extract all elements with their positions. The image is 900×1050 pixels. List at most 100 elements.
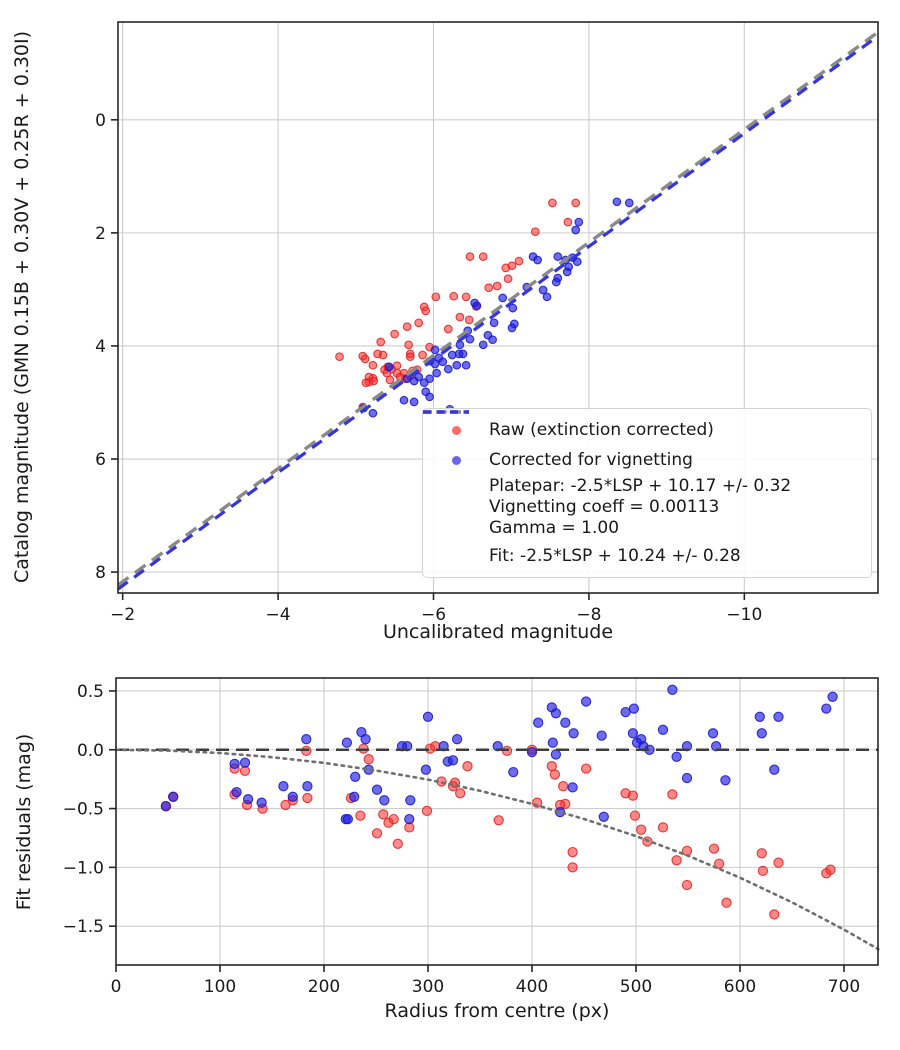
y-tick-label: 6 [95,450,106,470]
x-tick-label: 300 [412,977,444,997]
scatter-point [447,350,457,360]
scatter-point [667,684,678,695]
scatter-point [242,794,254,805]
legend-label-fit: Fit: -2.5*LSP + 10.24 +/- 0.28 [489,545,741,566]
scatter-point [596,730,607,741]
scatter-point [526,746,538,758]
scatter-point [465,252,475,261]
scatter-point [368,360,378,370]
scatter-point [538,285,548,295]
scatter-point [350,771,361,782]
x-tick-label: −6 [421,605,446,625]
scatter-point [681,772,693,784]
scatter-point [420,764,432,775]
raw-points [335,198,581,412]
scatter-point [421,805,433,817]
scatter-point [769,764,780,775]
scatter-point [498,293,508,303]
fit-residuals-ylabel: Fit residuals (mag) [13,734,35,911]
y-tick-label: 0.0 [77,741,104,761]
scatter-point [451,734,463,745]
scatter-point [558,781,569,792]
scatter-point [598,811,609,822]
magnitude-calibration-spines [117,21,879,594]
scatter-point [503,274,513,284]
scatter-point [376,337,386,347]
magnitude-calibration-chart: −2 −4 −6 −8 −10 0 2 4 6 8 Uncalibrated magnitude Ca… [11,21,880,643]
scatter-point [472,301,482,311]
scatter-point [369,376,379,386]
scatter-point [388,813,399,825]
scatter-point [302,792,313,804]
scatter-point [671,855,682,866]
y-tick-label: −0.5 [63,800,104,820]
scatter-point [530,227,540,237]
scatter-point [465,334,475,344]
scatter-point [549,769,561,780]
scatter-point [371,784,383,795]
scatter-point [612,197,622,207]
scatter-point [447,755,459,766]
scatter-point [160,801,172,812]
scatter-point [384,362,394,372]
x-tick-label: −2 [110,605,135,625]
scatter-point [671,751,682,762]
scatter-point [773,711,784,722]
scatter-point [769,909,780,920]
scatter-point [402,322,412,332]
scatter-point [507,323,517,333]
x-tick-label: 400 [516,977,548,997]
y-tick-label: −1.5 [63,917,104,937]
legend: Raw (extinction corrected) Corrected for… [422,408,872,578]
scatter-point [360,734,371,745]
y-tick-label: 0.5 [77,682,104,702]
scatter-point [548,198,557,208]
x-tick-label: 500 [620,977,652,997]
scatter-point [341,737,353,748]
scatter-point [287,791,298,802]
scatter-point [379,795,390,806]
fit-residuals-spines [115,677,879,966]
scatter-point [360,354,370,364]
corrected-dot-marker [423,456,489,466]
scatter-point [572,257,582,267]
vignetting_corrected-points [359,197,634,418]
scatter-point [571,198,581,208]
scatter-point [302,781,313,792]
scatter-point [455,788,466,799]
scatter-point [550,749,562,760]
scatter-point [462,761,473,772]
scatter-point [484,283,494,293]
scatter-point [756,848,767,859]
scatter-point [568,728,579,739]
scatter-point [414,318,424,328]
scatter-point [390,329,399,339]
scatter-point [256,797,267,808]
scatter-point [567,846,578,858]
scatter-point [493,815,504,826]
scatter-point [542,292,552,302]
scatter-point [392,838,403,849]
scatter-point [378,809,389,820]
scatter-point [636,824,647,835]
scatter-point [571,225,581,235]
scatter-point [551,277,561,287]
y-tick-label: −1.0 [63,858,104,878]
scatter-point [501,263,511,273]
scatter-point [547,737,558,748]
x-tick-label: 0 [111,977,122,997]
raw_residuals-points [160,741,836,920]
scatter-point [821,703,832,714]
scatter-point [657,822,669,833]
legend-row-platepar: Platepar: -2.5*LSP + 10.17 +/- 0.32 Vigne… [423,410,863,539]
x-tick-label: −4 [266,605,291,625]
scatter-point [627,790,639,801]
scatter-point [567,862,578,873]
scatter-point [657,724,669,735]
scatter-point [580,763,592,774]
vignetting-model-curve [114,748,880,951]
x-tick-label: −8 [576,605,601,625]
scatter-point [756,728,767,739]
scatter-point [667,789,678,800]
